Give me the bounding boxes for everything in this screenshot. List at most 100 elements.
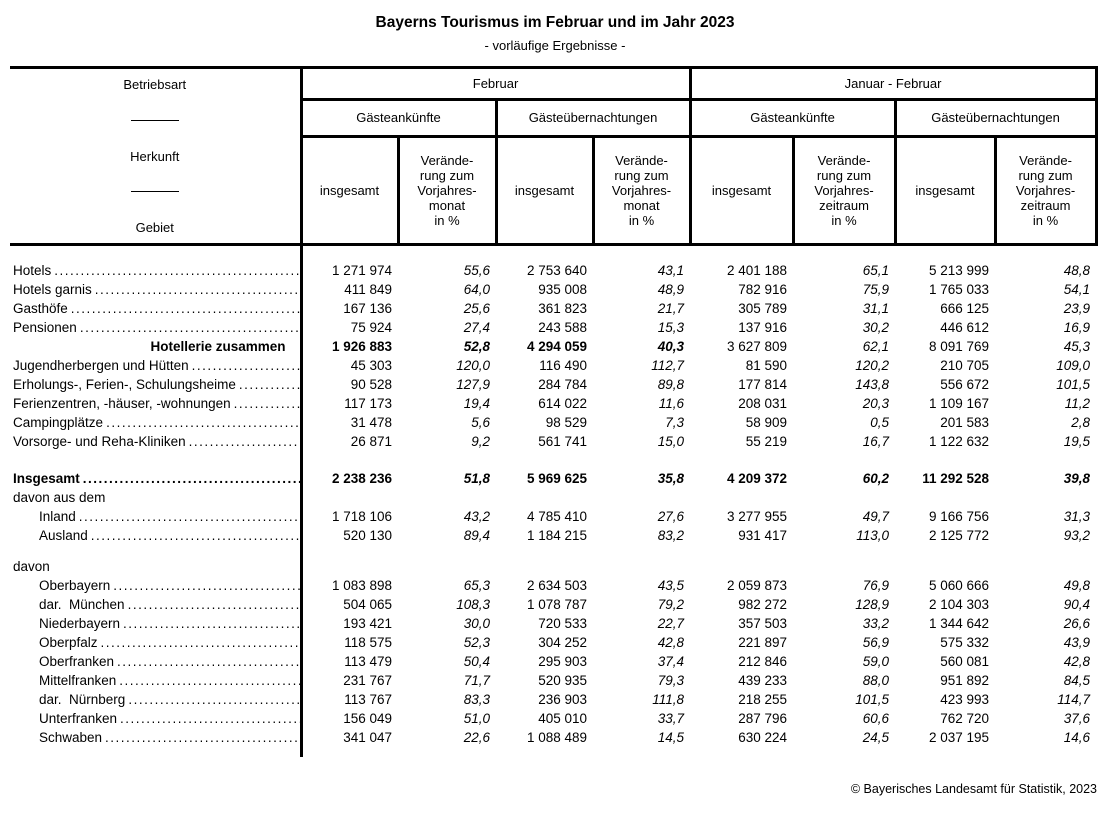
table-row: davon aus dem: [10, 487, 1096, 507]
copyright-note: © Bayerisches Landesamt für Statistik, 2…: [850, 782, 1097, 796]
total-value-cell: [301, 451, 398, 469]
table-row: Vorsorge- und Reha-Kliniken 26 871 9,2 561 …: [10, 431, 1096, 451]
change-value-cell: 52,3: [463, 634, 490, 650]
change-value-cell: [593, 488, 690, 507]
change-value-cell: 93,2: [1063, 527, 1091, 543]
change-value-cell: 0,5: [870, 414, 890, 430]
change-value-cell: 71,7: [463, 672, 490, 688]
change-value-cell: [995, 488, 1096, 507]
total-value-cell: [895, 557, 995, 576]
total-value-cell: 11 292 528: [922, 470, 990, 486]
change-value-cell: 11,6: [658, 395, 685, 411]
row-label: Pensionen: [10, 317, 303, 337]
total-value-cell: 341 047: [343, 729, 392, 745]
row-label: [10, 450, 303, 469]
change-value-cell: 9,2: [471, 433, 490, 449]
table-row: Hotels garnis 411 849 64,0 935 008 48,9 782 9…: [10, 279, 1096, 299]
change-value-cell: 108,3: [456, 596, 490, 612]
change-value-cell: 16,9: [1063, 319, 1091, 335]
change-value-cell: 30,2: [862, 319, 890, 335]
change-value-cell: 31,3: [1063, 508, 1091, 524]
change-value-cell: 5,6: [471, 414, 490, 430]
change-value-cell: 24,5: [862, 729, 890, 745]
table-row: Mittelfranken 231 767 71,7 520 935 79,3 439 2…: [10, 670, 1096, 690]
row-label: Erholungs-, Ferien-, Schulungsheime: [10, 374, 303, 394]
statistics-table-wrapper: Betriebsart Herkunft Gebiet Februar Janu…: [10, 66, 1098, 757]
change-value-cell: 79,2: [657, 596, 685, 612]
total-value-cell: [690, 451, 793, 469]
change-value-cell: 19,4: [463, 395, 490, 411]
change-value-cell: 27,6: [657, 508, 685, 524]
row-label: [10, 746, 303, 757]
stub-divider: [130, 191, 179, 193]
change-value-cell: 22,7: [657, 615, 685, 631]
change-value-cell: 25,6: [463, 300, 490, 316]
change-value-cell: [793, 747, 895, 757]
change-value-cell: 56,9: [862, 634, 890, 650]
change-value-cell: [995, 747, 1096, 757]
change-value-cell: 2,8: [1071, 414, 1091, 430]
row-label: Campingplätze: [10, 412, 303, 432]
change-value-cell: 75,9: [862, 281, 890, 297]
total-value-cell: 113 767: [344, 691, 392, 707]
total-value-cell: 208 031: [738, 395, 788, 411]
dot-leader: [116, 671, 298, 690]
row-label: Mittelfranken: [10, 670, 303, 690]
change-value-cell: 101,5: [1056, 376, 1091, 392]
change-value-cell: 16,7: [862, 433, 890, 449]
dot-leader: [110, 576, 298, 595]
change-value-cell: [995, 557, 1096, 576]
change-value-cell: 22,6: [463, 729, 490, 745]
total-value-cell: 81 590: [745, 357, 788, 373]
change-value-cell: 127,9: [456, 376, 490, 392]
total-value-cell: 3 627 809: [726, 338, 788, 354]
change-value-cell: [398, 488, 496, 507]
dot-leader: [92, 280, 298, 299]
total-value-cell: 2 125 772: [928, 527, 990, 543]
change-value-cell: 89,4: [463, 527, 490, 543]
change-value-cell: 33,7: [657, 710, 685, 726]
total-value-cell: 9 166 756: [928, 508, 990, 524]
change-value-cell: [593, 747, 690, 757]
header-insgesamt: insgesamt: [688, 134, 795, 247]
total-value-cell: 405 010: [538, 710, 587, 726]
total-value-cell: 1 926 883: [331, 338, 392, 354]
header-measure-row: insgesamt Verände- rung zum Vorjahres- m…: [10, 134, 1098, 247]
total-value-cell: 201 583: [940, 414, 990, 430]
total-value-cell: 4 785 410: [526, 508, 587, 524]
total-value-cell: 520 130: [343, 527, 392, 543]
change-value-cell: [793, 557, 895, 576]
change-value-cell: 59,0: [862, 653, 890, 669]
total-value-cell: 221 897: [738, 634, 788, 650]
change-value-cell: [793, 488, 895, 507]
total-value-cell: 1 344 642: [928, 615, 990, 631]
change-value-cell: 35,8: [657, 470, 685, 486]
change-value-cell: [995, 451, 1096, 469]
stub-header: Betriebsart Herkunft Gebiet: [10, 66, 303, 246]
change-value-cell: 42,8: [657, 634, 685, 650]
change-value-cell: 43,2: [463, 508, 490, 524]
row-label: dar. Nürnberg: [10, 689, 303, 709]
total-value-cell: 5 213 999: [928, 262, 990, 278]
dot-leader: [77, 318, 298, 337]
change-value-cell: 14,5: [657, 729, 685, 745]
change-value-cell: 43,1: [657, 262, 685, 278]
change-value-cell: [793, 545, 895, 557]
change-value-cell: 15,0: [657, 433, 685, 449]
change-value-cell: 65,3: [463, 577, 490, 593]
change-value-cell: 90,4: [1063, 596, 1091, 612]
change-value-cell: 37,6: [1063, 710, 1091, 726]
change-value-cell: 109,0: [1056, 357, 1091, 373]
total-value-cell: 8 091 769: [928, 338, 990, 354]
spacer-row: [10, 244, 1096, 261]
change-value-cell: 101,5: [855, 691, 890, 707]
change-value-cell: [398, 451, 496, 469]
change-value-cell: 79,3: [657, 672, 685, 688]
total-value-cell: 561 741: [538, 433, 587, 449]
row-label: Hotels: [10, 260, 303, 280]
total-value-cell: 113 479: [344, 653, 392, 669]
table-row: Insgesamt 2 238 236 51,8 5 969 625 35,8 4 209…: [10, 468, 1096, 488]
change-value-cell: 55,6: [463, 262, 490, 278]
change-value-cell: 65,1: [862, 262, 890, 278]
change-value-cell: 49,8: [1063, 577, 1091, 593]
